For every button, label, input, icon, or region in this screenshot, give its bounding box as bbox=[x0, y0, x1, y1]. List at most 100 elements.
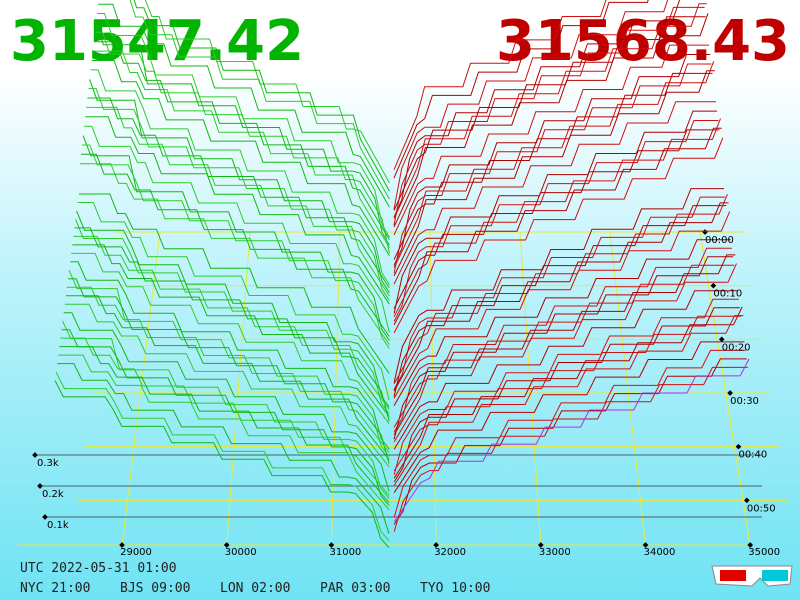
bid-depth-line bbox=[70, 261, 390, 450]
price-grid-line bbox=[429, 231, 437, 546]
bid-depth-line bbox=[57, 363, 390, 534]
bid-depth-line bbox=[81, 153, 390, 337]
bid-price: 31547.42 bbox=[10, 9, 304, 74]
ask-depth-line bbox=[393, 16, 706, 211]
bid-depth-line bbox=[91, 60, 390, 256]
ask-price: 31568.43 bbox=[496, 9, 790, 74]
ask-depth-line bbox=[393, 61, 715, 268]
bid-depth-line bbox=[63, 312, 390, 492]
ask-depth-line bbox=[393, 63, 712, 274]
ask-depth-line bbox=[393, 196, 726, 390]
bid-depth-line bbox=[61, 329, 390, 506]
tick-marker bbox=[718, 336, 725, 343]
tick-marker bbox=[42, 514, 48, 520]
price-label: 34000 bbox=[644, 547, 676, 558]
ask-depth-line bbox=[393, 315, 744, 486]
ask-depth-line bbox=[393, 256, 734, 440]
price-label: 29000 bbox=[120, 547, 152, 558]
price-label: 32000 bbox=[434, 547, 466, 558]
bid-depth-line bbox=[89, 79, 390, 294]
bid-depth-line bbox=[79, 163, 390, 345]
tick-marker bbox=[735, 443, 742, 450]
depth-label: 0.2k bbox=[42, 489, 64, 500]
tick-marker bbox=[32, 452, 38, 458]
bid-depth-line bbox=[133, 0, 390, 192]
bid-depth-line bbox=[68, 270, 390, 457]
price-label: 33000 bbox=[539, 547, 571, 558]
zone-time: PAR 03:00 bbox=[320, 581, 390, 596]
time-label: 00:10 bbox=[713, 289, 742, 300]
ask-depth-line bbox=[393, 194, 728, 385]
bid-depth-line bbox=[75, 219, 390, 415]
bid-depth-line bbox=[77, 202, 390, 401]
bid-depth-line bbox=[129, 0, 390, 200]
ask-depth-line bbox=[393, 239, 731, 406]
bid-depth-line bbox=[92, 50, 390, 248]
ask-depth-line bbox=[393, 315, 742, 472]
ask-depth-line bbox=[393, 307, 740, 483]
bid-depth-line bbox=[64, 303, 390, 468]
ask-depth-line bbox=[393, 72, 713, 260]
bid-depth-line bbox=[66, 286, 390, 453]
ask-depth-line bbox=[393, 263, 737, 443]
ask-depth-line bbox=[393, 0, 669, 210]
ask-depth-line bbox=[393, 137, 724, 334]
tick-marker bbox=[119, 542, 125, 548]
ask-depth-line bbox=[393, 290, 738, 450]
ask-depth-line bbox=[393, 118, 721, 317]
ask-depth-line bbox=[393, 188, 724, 383]
zone-time: BJS 09:00 bbox=[120, 581, 190, 596]
bid-depth-line bbox=[86, 106, 390, 297]
depth-lines bbox=[54, 0, 750, 549]
ask-depth-line bbox=[393, 129, 720, 309]
ask-depth-line bbox=[393, 6, 705, 226]
bid-depth-line bbox=[68, 278, 390, 464]
ask-depth-line bbox=[393, 101, 716, 285]
floor bbox=[17, 229, 787, 548]
tick-marker bbox=[727, 390, 733, 396]
time-label: 00:20 bbox=[722, 342, 751, 353]
ask-depth-line bbox=[393, 358, 750, 522]
ask-depth-line bbox=[393, 205, 727, 397]
bid-depth-line bbox=[87, 97, 390, 289]
bid-depth-line bbox=[74, 227, 390, 422]
ask-depth-line bbox=[393, 0, 649, 179]
price-grid-line bbox=[330, 231, 341, 546]
bid-depth-line bbox=[54, 380, 390, 549]
axis-labels: 29000 30000 31000 32000 33000 34000 35000 00:00… bbox=[37, 235, 780, 558]
tick-marker bbox=[747, 542, 754, 548]
ask-depth-line bbox=[393, 341, 745, 493]
zone-time: NYC 21:00 bbox=[20, 581, 90, 596]
depth-label: 0.3k bbox=[37, 458, 59, 469]
glasses-icon bbox=[711, 565, 793, 587]
ask-depth-line bbox=[393, 306, 743, 479]
time-label: 00:00 bbox=[705, 235, 734, 246]
zone-time: LON 02:00 bbox=[220, 581, 290, 596]
price-label: 30000 bbox=[225, 547, 257, 558]
ask-depth-line bbox=[393, 120, 719, 322]
bid-depth-line bbox=[84, 125, 390, 333]
tick-marker bbox=[702, 229, 708, 235]
utc-time: UTC 2022-05-31 01:00 bbox=[20, 561, 177, 576]
time-label: 00:40 bbox=[738, 450, 767, 461]
tick-marker bbox=[328, 542, 335, 548]
ask-depth-line bbox=[393, 110, 718, 314]
ask-depth-line bbox=[393, 3, 707, 219]
bid-depth-line bbox=[73, 235, 390, 410]
time-label: 00:50 bbox=[747, 503, 776, 514]
tick-marker bbox=[37, 483, 43, 489]
ask-depth-line bbox=[393, 13, 709, 228]
tick-marker bbox=[642, 542, 649, 548]
ask-depth-line bbox=[393, 211, 731, 399]
price-grid-line bbox=[699, 231, 751, 546]
bid-depth-line bbox=[76, 210, 390, 408]
price-label: 31000 bbox=[329, 547, 361, 558]
bid-depth-line bbox=[62, 320, 390, 499]
bid-depth-line bbox=[59, 346, 390, 503]
tick-marker bbox=[537, 542, 544, 548]
tick-marker bbox=[433, 542, 439, 548]
bid-depth-line bbox=[72, 244, 390, 417]
tick-marker bbox=[710, 282, 717, 289]
